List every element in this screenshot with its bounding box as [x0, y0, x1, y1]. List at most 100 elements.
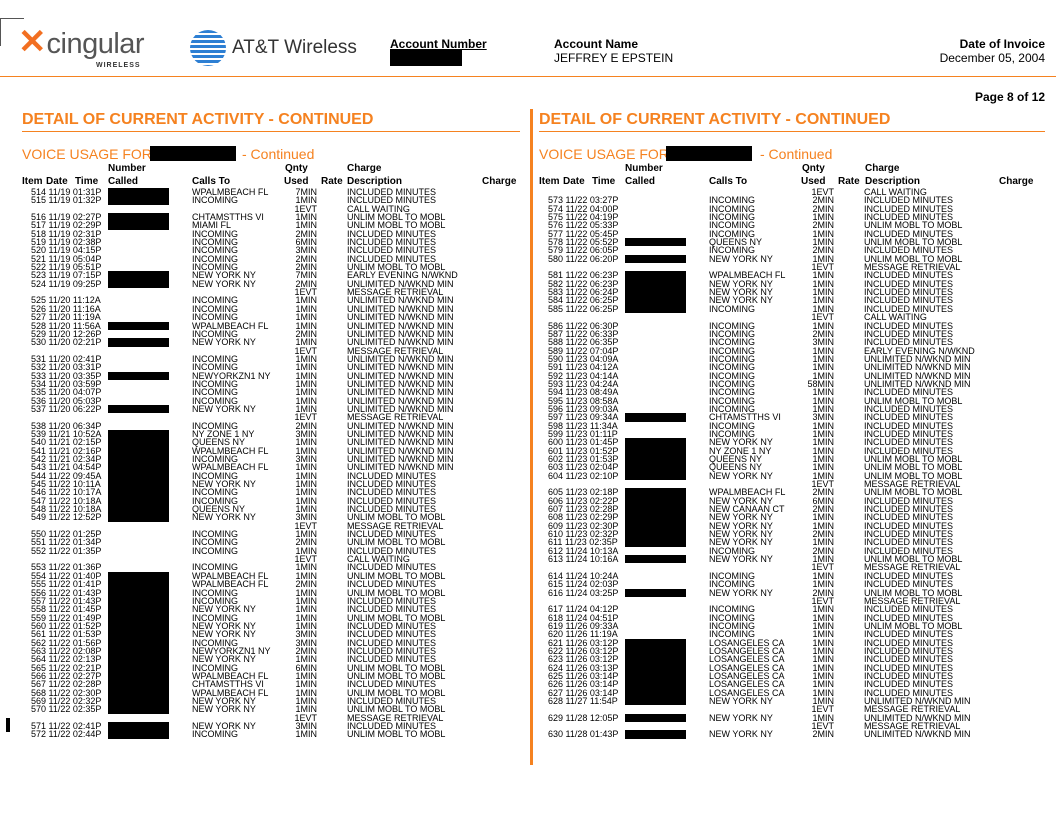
item-date-time: 625 11/26 03:14P [548, 670, 619, 681]
charge-description: INCLUDED MINUTES [864, 403, 954, 414]
item-date-time: 561 11/22 01:53P [31, 629, 102, 640]
qty-used: 1MIN [295, 587, 317, 598]
number-called-redaction [625, 463, 686, 472]
qty-used: 1MIN [295, 487, 317, 498]
qty-used: 1MIN [812, 212, 834, 223]
charge-description: UNLIMITED N/WKND MIN [347, 387, 454, 398]
qty-used: 2MIN [295, 537, 317, 548]
col-used-right: Used [801, 176, 826, 187]
call-row: 584 11/22 06:25P NEW YORK NY 1MIN INCLUDED … [548, 295, 1048, 306]
call-row: 1EVT MESSAGE RETRIEVAL [548, 704, 1048, 715]
call-row: 1EVT MESSAGE RETRIEVAL [31, 413, 521, 422]
number-called-redaction [108, 596, 169, 606]
number-called-redaction [625, 471, 686, 481]
call-row: 580 11/22 06:20P NEW YORK NY 1MIN UNLIM MOB… [548, 254, 1048, 263]
number-called-redaction [625, 688, 686, 697]
qty-used: 2MIN [295, 645, 317, 656]
qty-used: 2MIN [295, 253, 317, 264]
charge-description: INCLUDED MINUTES [864, 387, 954, 398]
col-charge-top-left: Charge [347, 163, 382, 174]
item-date-time: 567 11/22 02:28P [31, 679, 102, 690]
item-date-time: 591 11/23 04:12A [548, 362, 619, 373]
item-date-time: 566 11/22 02:27P [31, 670, 102, 681]
qty-used: 1MIN [295, 704, 317, 715]
calls-to: NEW YORK NY [709, 537, 773, 548]
charge-description: MESSAGE RETRIEVAL [864, 595, 961, 606]
number-called-redaction [108, 221, 169, 230]
calls-to: NEW YORK NY [192, 270, 256, 281]
item-date-time: 521 11/19 05:04P [31, 253, 102, 264]
calls-to: INCOMING [192, 195, 238, 206]
charge-description: INCLUDED MINUTES [864, 303, 954, 314]
charge-description: INCLUDED MINUTES [347, 470, 437, 481]
col-charge-right: Charge [999, 176, 1034, 187]
charge-description: UNLIMITED N/WKND MIN [864, 370, 971, 381]
item-date-time: 619 11/26 09:33A [548, 620, 619, 631]
item-date-time: 546 11/22 10:17A [31, 487, 102, 498]
number-called-redaction [625, 446, 686, 455]
call-row: 560 11/22 01:52P NEW YORK NY 1MIN INCLUDED … [31, 621, 521, 630]
call-row: 527 11/20 11:19A INCOMING 1MIN UNLIMITED N/… [31, 312, 521, 321]
continued-label-left: - Continued [242, 146, 315, 162]
call-row: 605 11/23 02:18P WPALMBEACH FL 2MIN UNLIM M… [548, 488, 1048, 497]
charge-description: INCLUDED MINUTES [347, 579, 437, 590]
cingular-wordmark: cingular [46, 28, 145, 60]
number-called-redaction [108, 646, 169, 656]
call-row: 543 11/21 04:54P WPALMBEACH FL 1MIN UNLIMIT… [31, 463, 521, 472]
qty-used: 2MIN [812, 203, 834, 214]
item-date-time: 628 11/27 11:54P [548, 695, 618, 706]
qty-used: 1MIN [812, 679, 834, 690]
calls-to: INCOMING [192, 454, 238, 464]
number-called-redaction [108, 630, 169, 639]
call-row: 602 11/23 01:53P QUEENS NY 1MIN UNLIM MOBL … [548, 454, 1048, 463]
charge-description: INCLUDED MINUTES [864, 670, 954, 681]
item-date-time: 544 11/22 09:45A [31, 470, 102, 481]
col-called-right: Called [625, 176, 656, 187]
call-row: 599 11/23 01:11P INCOMING 1MIN INCLUDED MIN… [548, 429, 1048, 438]
call-row: 630 11/28 01:43P NEW YORK NY 2MIN UNLIMITED… [548, 729, 1048, 740]
calls-to: LOSANGELES CA [709, 637, 785, 648]
calls-to: NY ZONE 1 NY [192, 428, 255, 439]
calls-to: INCOMING [709, 228, 755, 239]
qty-used: 1MIN [295, 612, 317, 623]
calls-to: INCOMING [192, 353, 238, 364]
charge-description: MESSAGE RETRIEVAL [864, 704, 961, 715]
charge-description: INCLUDED MINUTES [864, 545, 954, 556]
charge-description: MESSAGE RETRIEVAL [347, 520, 444, 531]
qty-used: 1MIN [812, 620, 834, 631]
item-date-time: 586 11/22 06:30P [548, 320, 619, 331]
call-row: 609 11/23 02:30P NEW YORK NY 1MIN INCLUDED … [548, 521, 1048, 530]
qty-used: 3MIN [295, 637, 317, 648]
item-date-time: 564 11/22 02:13P [31, 654, 102, 665]
call-row: 625 11/26 03:14P LOSANGELES CA 1MIN INCLUDE… [548, 670, 1048, 681]
item-date-time: 611 11/23 02:35P [548, 537, 618, 548]
continued-label-right: - Continued [760, 146, 833, 162]
number-called-redaction [625, 538, 686, 547]
voice-usage-phone-redaction-right [666, 146, 752, 161]
calls-to: NEW YORK NY [192, 403, 256, 414]
call-row: 1EVT MESSAGE RETRIEVAL [31, 346, 521, 355]
call-row: 532 11/20 03:31P INCOMING 1MIN UNLIMITED N/… [31, 363, 521, 372]
call-row: 538 11/20 06:34P INCOMING 2MIN UNLIMITED N/… [31, 421, 521, 430]
call-row: 549 11/22 12:52P NEW YORK NY 3MIN UNLIM MOB… [31, 513, 521, 522]
call-row: 615 11/24 02:03P INCOMING 1MIN INCLUDED MIN… [548, 579, 1048, 588]
qty-used: 1EVT [811, 479, 834, 490]
qty-used: 1MIN [812, 295, 834, 306]
call-row: 588 11/22 06:35P INCOMING 3MIN INCLUDED MIN… [548, 337, 1048, 346]
item-date-time: 526 11/20 11:16A [31, 303, 101, 314]
charge-description: INCLUDED MINUTES [347, 237, 437, 248]
item-date-time: 621 11/26 03:12P [548, 637, 619, 648]
qty-used: 1MIN [295, 654, 317, 665]
calls-to: INCOMING [709, 328, 755, 339]
qty-used: 2MIN [812, 729, 834, 740]
calls-to: INCOMING [709, 403, 755, 414]
call-row: 592 11/23 04:14A INCOMING 1MIN UNLIMITED N/… [548, 370, 1048, 381]
item-date-time: 533 11/20 03:35P [31, 370, 102, 381]
number-called-redaction [625, 671, 686, 681]
call-row: 595 11/23 08:58A INCOMING 1MIN UNLIM MOBL T… [548, 396, 1048, 405]
item-date-time: 624 11/26 03:13P [548, 662, 619, 673]
qty-used: 1MIN [812, 370, 834, 381]
call-row: 548 11/22 10:18A QUEENS NY 1MIN INCLUDED MI… [31, 504, 521, 513]
calls-to: NEW YORK NY [709, 712, 773, 723]
number-called-redaction [108, 722, 169, 731]
